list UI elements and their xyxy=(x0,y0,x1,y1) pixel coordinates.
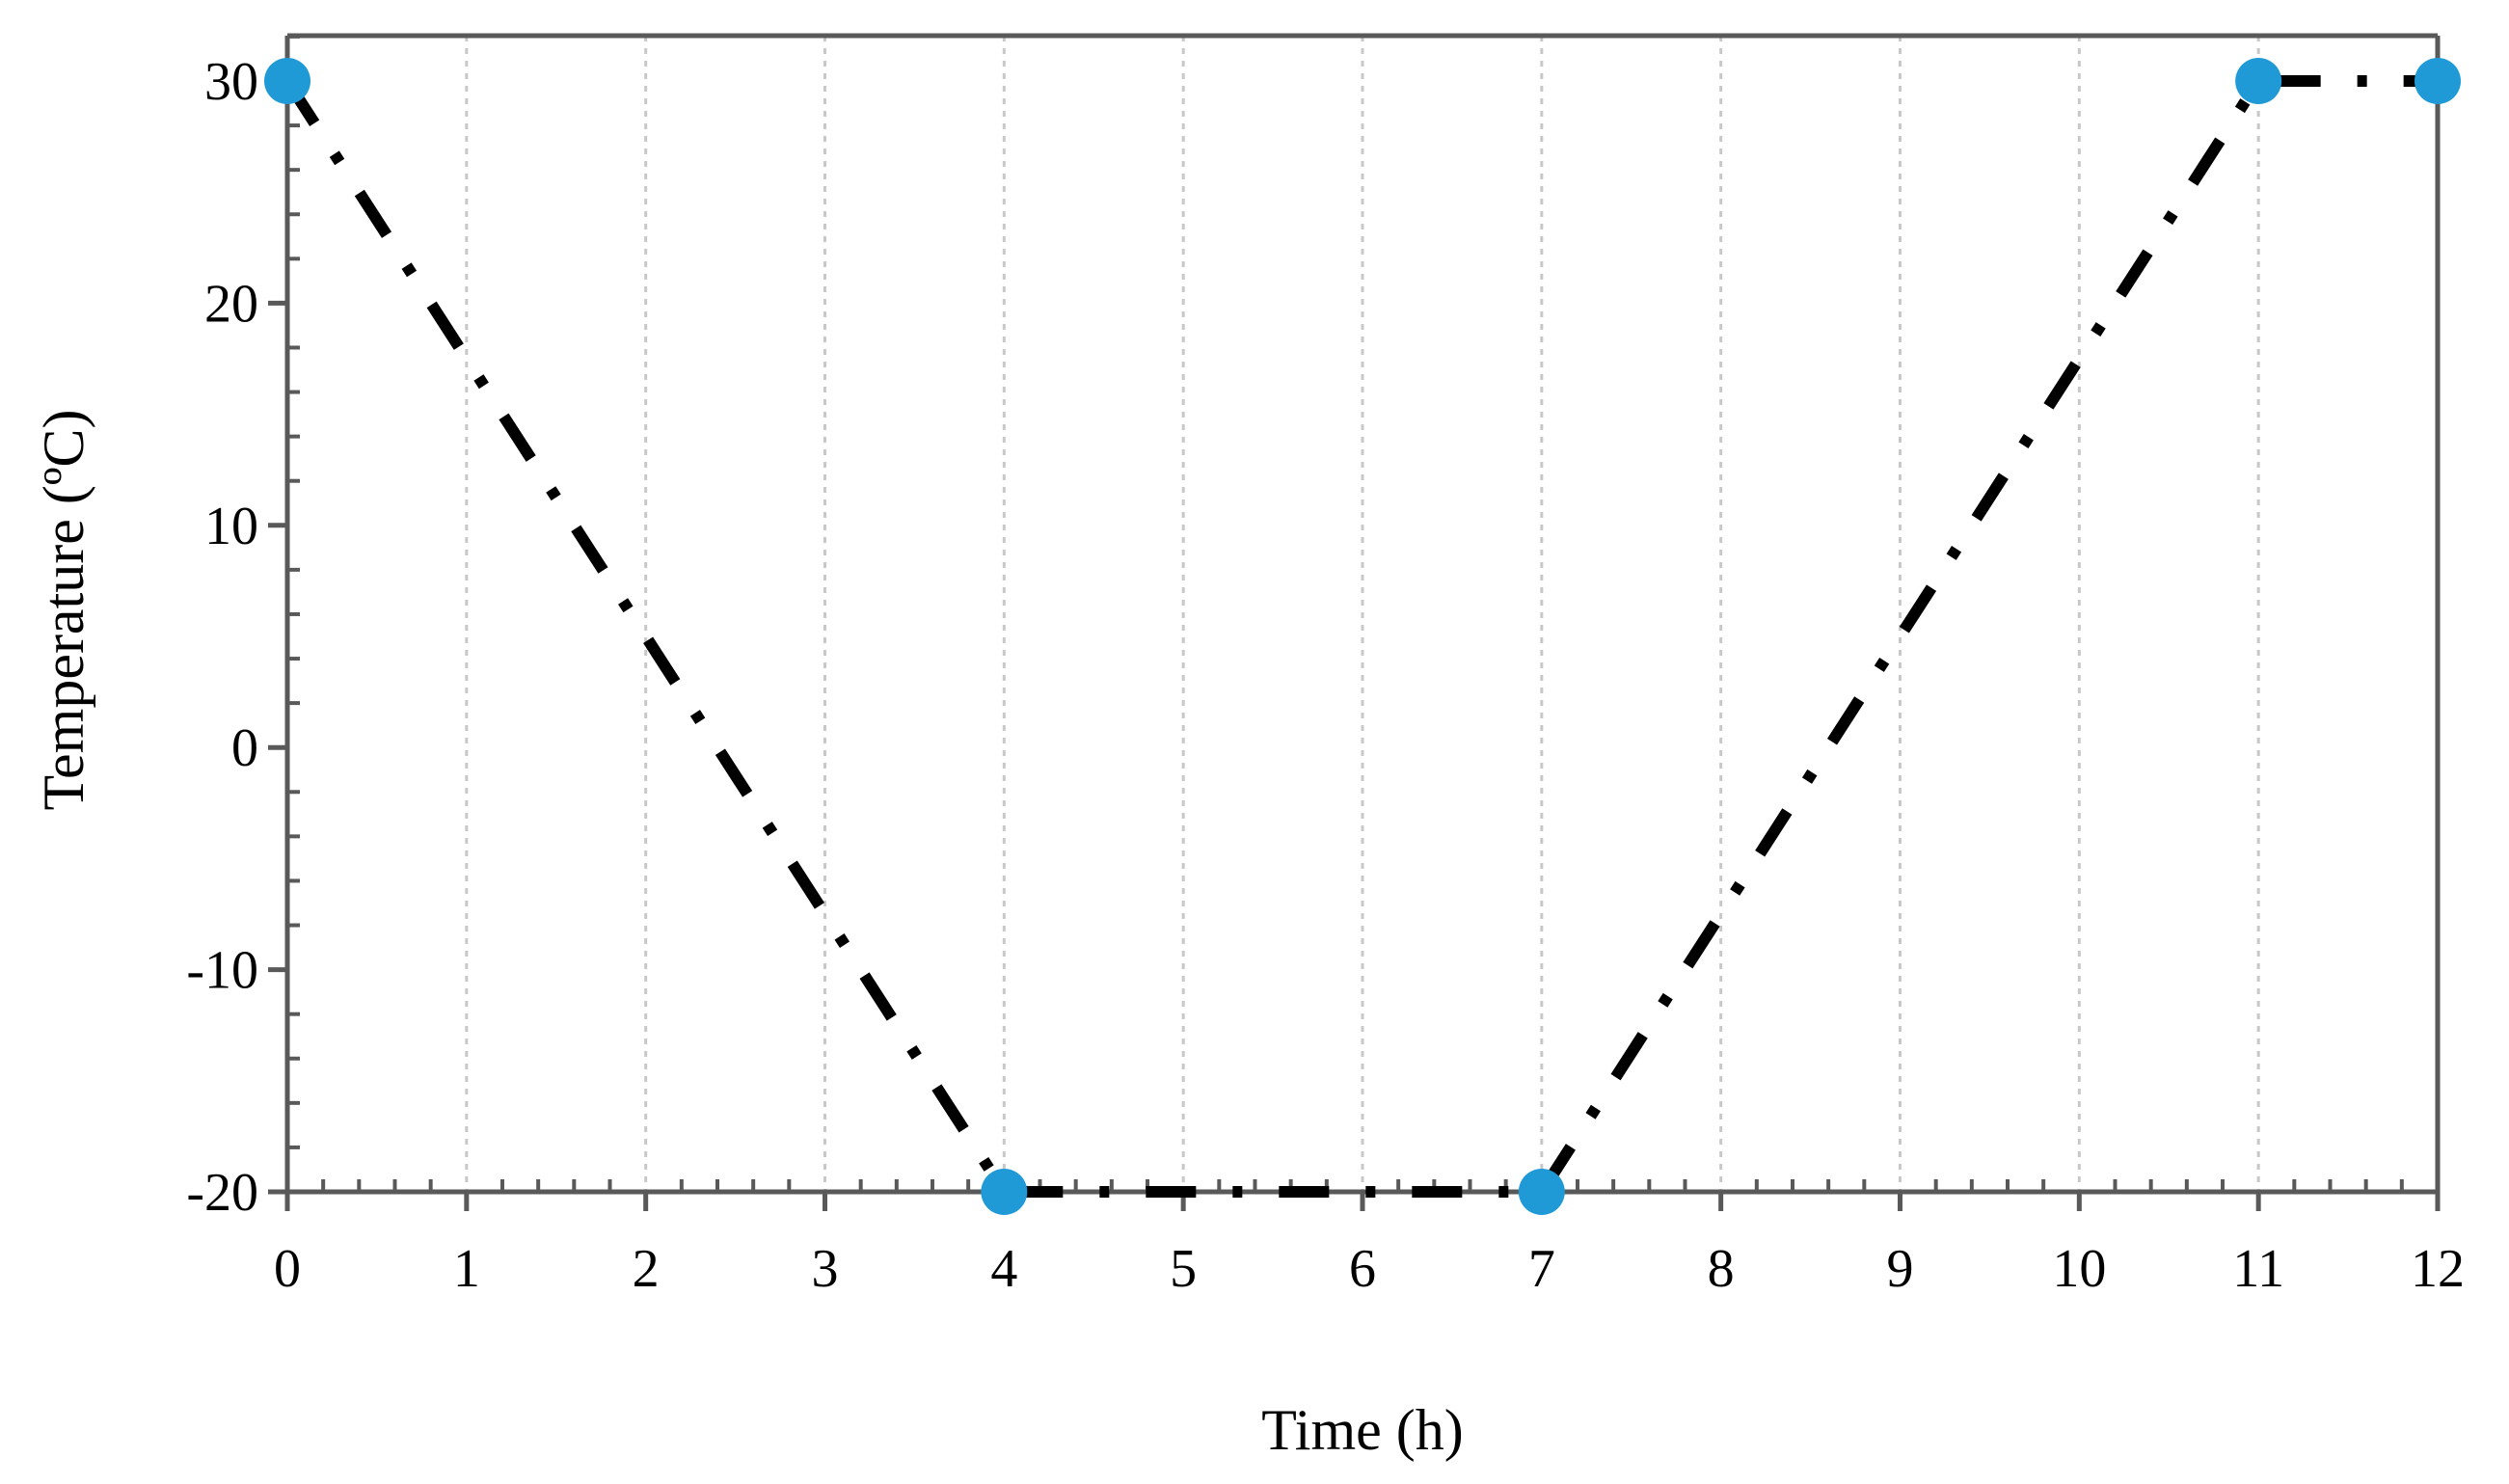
x-tick-label-4: 4 xyxy=(990,1239,1017,1299)
y-axis-title: Temperature (ºC) xyxy=(32,410,95,811)
series-line-0 xyxy=(282,75,2438,1198)
x-tick-label-3: 3 xyxy=(812,1239,839,1299)
data-point xyxy=(1518,1169,1565,1215)
x-tick-label-8: 8 xyxy=(1708,1239,1735,1299)
y-tick-label-20: 20 xyxy=(204,274,258,334)
x-tick-label-7: 7 xyxy=(1528,1239,1555,1299)
x-tick-label-10: 10 xyxy=(2052,1239,2106,1299)
y-tick-label--10: -10 xyxy=(186,941,258,1001)
x-tick-label-11: 11 xyxy=(2232,1239,2284,1299)
x-tick-label-2: 2 xyxy=(633,1239,660,1299)
grid-lines xyxy=(465,36,2260,1192)
x-tick-label-9: 9 xyxy=(1887,1239,1914,1299)
x-tick-labels: 0 1 2 3 4 5 6 7 8 9 10 11 12 xyxy=(274,1239,2465,1299)
series-temperature xyxy=(264,58,2461,1215)
x-axis-title: Time (h) xyxy=(1261,1398,1463,1462)
x-tick-label-5: 5 xyxy=(1170,1239,1197,1299)
y-tick-label-30: 30 xyxy=(204,52,258,112)
data-point xyxy=(2235,58,2282,104)
y-tick-label-10: 10 xyxy=(204,497,258,556)
x-tick-label-1: 1 xyxy=(453,1239,480,1299)
axes xyxy=(284,33,2441,1195)
y-tick-labels: -20 -10 0 10 20 30 xyxy=(186,52,258,1223)
x-tick-label-6: 6 xyxy=(1349,1239,1376,1299)
data-point xyxy=(2415,58,2461,104)
data-point xyxy=(264,58,310,104)
y-tick-label-0: 0 xyxy=(231,718,258,778)
x-tick-label-12: 12 xyxy=(2411,1239,2465,1299)
y-tick-label--20: -20 xyxy=(186,1163,258,1223)
x-tick-label-0: 0 xyxy=(274,1239,301,1299)
data-point xyxy=(981,1169,1028,1215)
minor-ticks xyxy=(268,34,2441,1211)
